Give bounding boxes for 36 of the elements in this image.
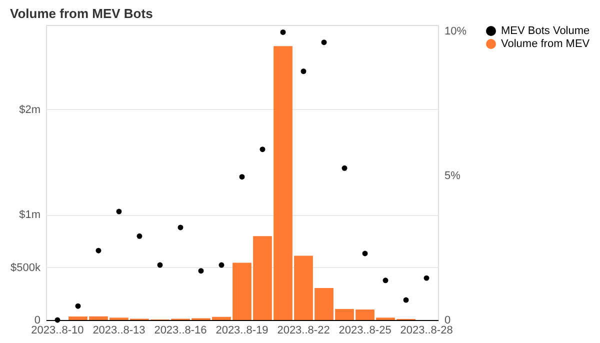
x-tick-label: 2023..8-13	[92, 324, 146, 336]
point	[424, 275, 430, 281]
y-tick-label: $500k	[10, 262, 41, 274]
point	[178, 224, 184, 230]
point	[54, 317, 60, 323]
x-tick-label: 2023..8-10	[31, 324, 84, 336]
y-tick-label: $2m	[19, 104, 40, 116]
point	[403, 297, 409, 303]
y2-tick-label: 10%	[444, 25, 467, 38]
point	[157, 262, 163, 268]
x-tick-label: 2023..8-25	[338, 324, 392, 336]
point	[362, 250, 368, 256]
y2-tick-label: 0	[444, 314, 451, 326]
legend-label: MEV Bots Volume	[501, 25, 590, 37]
x-tick-label: 2023..8-28	[400, 324, 453, 336]
point	[280, 29, 286, 35]
chart-title: Volume from MEV Bots	[10, 6, 153, 21]
point	[96, 248, 102, 254]
y2-tick-label: 5%	[444, 170, 461, 182]
legend-label: Volume from MEV	[501, 38, 590, 50]
point	[260, 146, 266, 152]
point	[136, 233, 142, 239]
x-tick-label: 2023..8-19	[216, 324, 268, 336]
point	[75, 303, 81, 309]
point	[342, 165, 348, 171]
point	[321, 40, 327, 46]
point	[300, 68, 306, 74]
y-tick-label: 0	[34, 314, 40, 326]
x-tick-label: 2023..8-16	[154, 324, 207, 336]
point	[198, 268, 204, 274]
y-tick-label: $1m	[19, 209, 40, 222]
point	[116, 208, 122, 214]
point	[382, 278, 388, 284]
point	[239, 174, 245, 180]
x-tick-label: 2023..8-22	[277, 324, 330, 336]
point	[218, 262, 224, 268]
